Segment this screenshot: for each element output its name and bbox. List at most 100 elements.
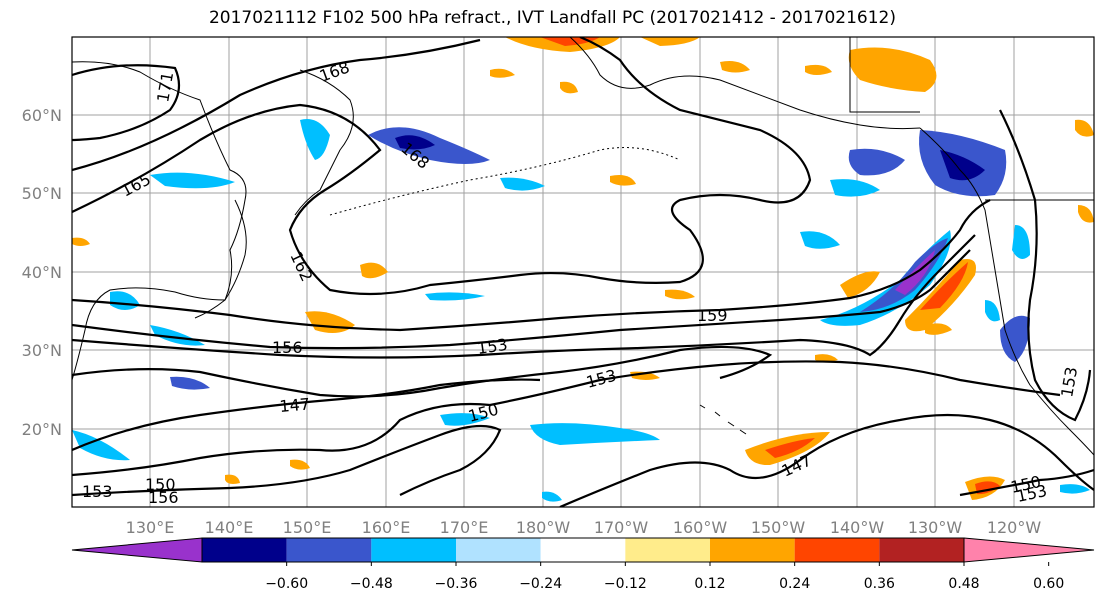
anomaly-patch — [300, 119, 330, 160]
anomaly-patch — [500, 177, 545, 191]
anomaly-patch — [815, 354, 838, 362]
anomaly-patch — [920, 262, 968, 310]
lon-label: 170°E — [440, 518, 489, 537]
anomaly-patch — [940, 150, 985, 181]
anomaly-patch — [800, 231, 840, 249]
contour-line — [72, 234, 976, 359]
anomaly-patch — [1060, 484, 1090, 494]
colorbar-tick-label: −0.60 — [265, 576, 308, 592]
lon-label: 130°E — [126, 518, 175, 537]
contour-label: 147 — [279, 394, 311, 416]
colorbar-segment — [286, 538, 372, 562]
anomaly-patch — [425, 292, 485, 301]
coastline-aleutians — [329, 147, 681, 216]
lat-label: 40°N — [22, 263, 62, 282]
coastline-kamchatka — [294, 69, 354, 216]
lon-label: 160°E — [362, 518, 411, 537]
anomaly-patch — [150, 172, 235, 189]
lat-label: 20°N — [22, 420, 62, 439]
coastline-japan — [194, 199, 247, 319]
anomaly-patch — [1078, 205, 1094, 223]
colorbar-tick-label: 0.36 — [864, 576, 895, 592]
contour-label: 153 — [476, 335, 509, 358]
anomaly-patch — [1000, 315, 1030, 362]
anomaly-patch — [610, 175, 636, 186]
lon-label: 170°W — [594, 518, 649, 537]
contour-line — [999, 109, 1092, 422]
anomaly-patch — [72, 237, 90, 246]
colorbar-extend-low — [71, 537, 203, 563]
coastline-asia — [72, 61, 247, 381]
lat-label: 30°N — [22, 341, 62, 360]
contour-label: 150 — [145, 475, 176, 494]
anomaly-patch — [830, 179, 880, 197]
anomaly-patch — [560, 81, 578, 94]
height-contours — [72, 37, 1094, 507]
anomaly-patch — [840, 271, 880, 298]
colorbar-tick-label: −0.48 — [350, 576, 393, 592]
anomaly-patch — [290, 459, 310, 470]
colorbar-tick-label: 0.48 — [948, 576, 979, 592]
contour-label: 159 — [697, 306, 728, 325]
contour-line — [72, 424, 502, 497]
hawaiian-islands — [699, 404, 747, 435]
lon-label: 150°E — [283, 518, 332, 537]
contour-line — [72, 64, 181, 142]
colorbar-extend-high — [963, 537, 1095, 563]
gridlines — [72, 37, 1094, 507]
colorbar-segment — [794, 538, 880, 562]
latitude-labels: 60°N 50°N 40°N 30°N 20°N — [22, 106, 62, 439]
anomaly-patch — [440, 413, 490, 426]
colorbar-segment — [456, 538, 541, 562]
contour-line — [559, 413, 1094, 507]
colorbar-tick-label: 0.60 — [1033, 576, 1064, 592]
colorbar-tick-label: −0.24 — [519, 576, 562, 592]
colorbar-tick-label: 0.24 — [779, 576, 810, 592]
anomaly-patch — [225, 474, 240, 484]
anomaly-patch — [72, 430, 130, 461]
coastline-alaska — [569, 37, 921, 130]
anomaly-patch — [848, 47, 937, 92]
lon-label: 180°W — [516, 518, 571, 537]
contour-label: 156 — [272, 338, 303, 357]
colorbar-tick-label: −0.12 — [604, 576, 647, 592]
contour-line — [959, 468, 1094, 497]
anomaly-patch — [150, 325, 205, 346]
colorbar-tick-label: 0.12 — [694, 576, 725, 592]
anomaly-patch — [170, 376, 210, 390]
contour-label: 153 — [82, 482, 113, 501]
lon-label: 140°W — [830, 518, 885, 537]
contour-line — [72, 249, 971, 350]
border-alaska-canada — [849, 37, 920, 113]
anomaly-patch — [925, 323, 952, 335]
shaded-anomalies — [72, 37, 1094, 502]
lon-label: 140°E — [205, 518, 254, 537]
contour-line — [72, 360, 1061, 477]
anomaly-patch — [665, 289, 695, 300]
colorbar: −0.60 −0.48 −0.36 −0.24 −0.12 0.12 0.24 0.36 0.4… — [71, 537, 1095, 592]
anomaly-patch — [360, 262, 388, 279]
colorbar-tick-label: −0.36 — [435, 576, 478, 592]
anomaly-patch — [848, 148, 905, 176]
coastlines — [72, 37, 1094, 456]
longitude-labels: 130°E 140°E 150°E 160°E 170°E 180°W 170°W 160°W… — [126, 518, 1042, 537]
anomaly-patch — [490, 68, 515, 78]
anomaly-patch — [860, 238, 948, 312]
map-frame — [71, 36, 1095, 508]
colorbar-segment — [625, 538, 710, 562]
lon-label: 120°W — [987, 518, 1042, 537]
contour-line — [72, 199, 991, 332]
anomaly-patch — [720, 61, 750, 73]
anomaly-patch — [640, 37, 700, 46]
chart-title: 2017021112 F102 500 hPa refract., IVT La… — [208, 8, 896, 28]
anomaly-patch — [1012, 225, 1030, 259]
anomaly-patch — [985, 300, 1000, 322]
colorbar-segment — [879, 538, 964, 562]
lon-label: 150°W — [751, 518, 806, 537]
anomaly-patch — [395, 135, 435, 150]
anomaly-patch — [542, 491, 562, 502]
contour-line — [72, 38, 481, 172]
anomaly-patch — [530, 423, 660, 445]
colorbar-segment — [202, 538, 287, 562]
